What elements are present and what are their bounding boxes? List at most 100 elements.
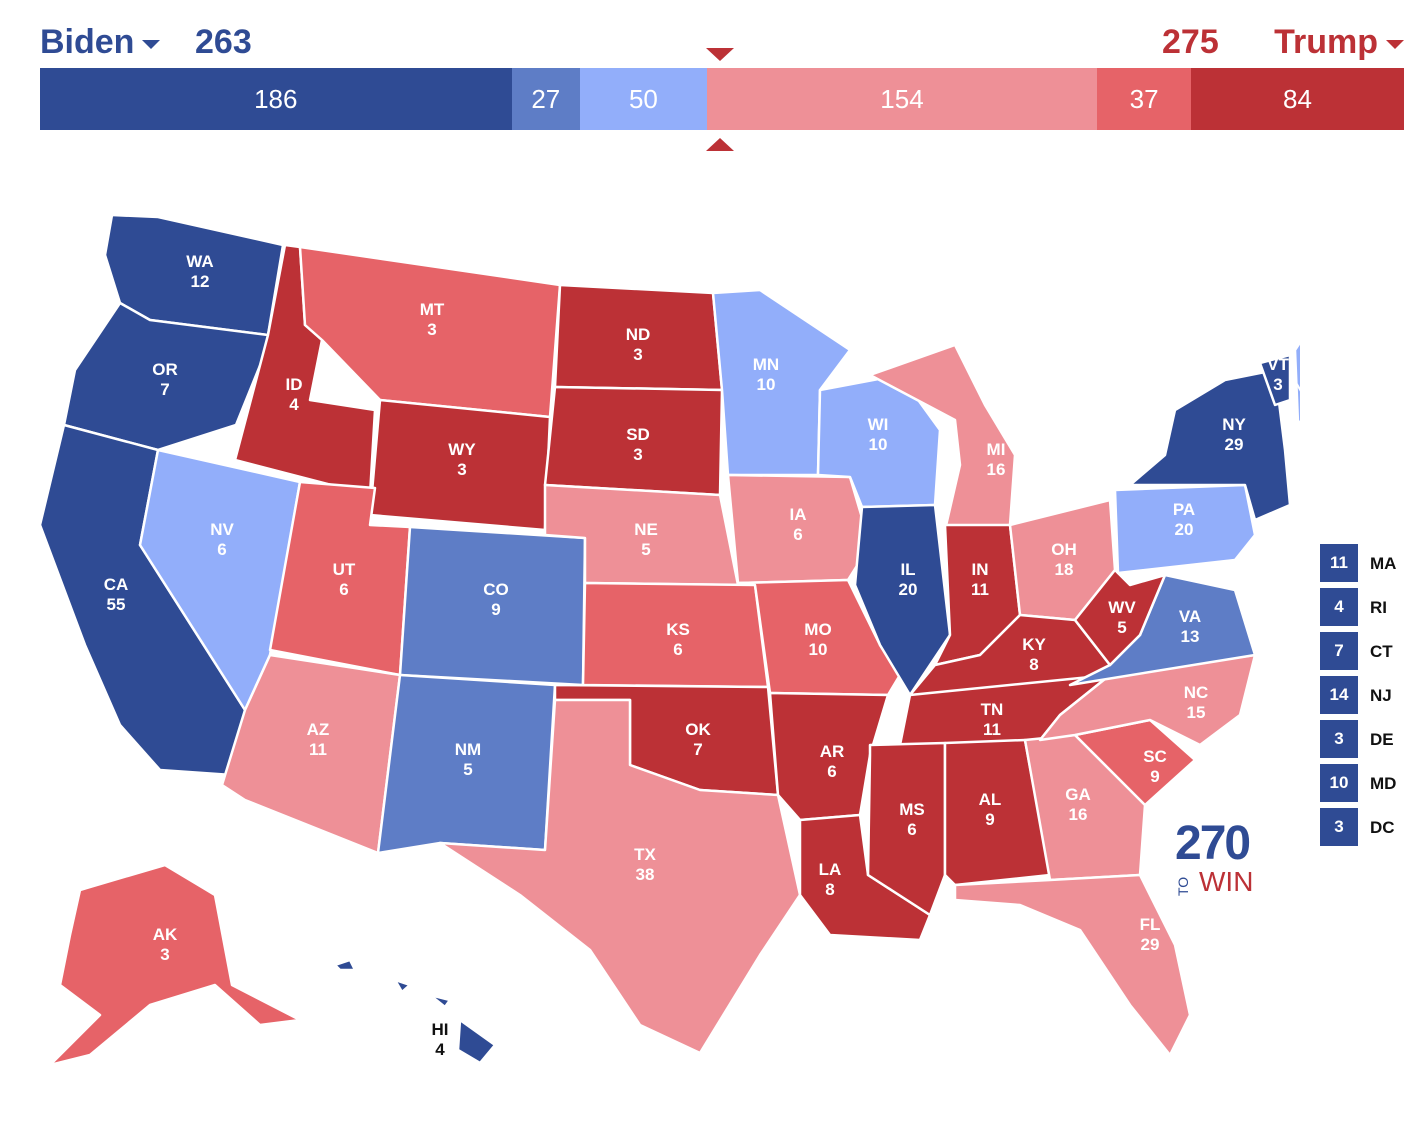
state-ev-fl: 29 — [1141, 935, 1160, 954]
trump-candidate-dropdown[interactable]: Trump — [1274, 20, 1404, 64]
state-ev-ky: 8 — [1029, 655, 1038, 674]
state-label-hi: HI — [432, 1020, 449, 1039]
state-label-va: VA — [1179, 607, 1201, 626]
state-fl[interactable] — [953, 873, 1192, 1057]
state-label-wa: WA — [186, 252, 213, 271]
state-mo[interactable] — [736, 578, 902, 697]
state-ev-ia: 6 — [793, 525, 802, 544]
legend-ev-box: 10 — [1320, 764, 1358, 802]
legend-row-ri[interactable]: 4 RI — [1318, 586, 1418, 630]
small-states-legend: 11 MA 4 RI 7 CT 14 NJ 3 DE 10 MD 3 DC — [1318, 542, 1418, 850]
legend-state-label: DE — [1370, 730, 1394, 749]
state-nh[interactable] — [1293, 335, 1300, 425]
state-label-tx: TX — [634, 845, 656, 864]
trump-name: Trump — [1274, 23, 1378, 61]
legend-row-dc[interactable]: 3 DC — [1318, 806, 1418, 850]
state-hi[interactable] — [333, 958, 497, 1065]
state-label-wy: WY — [448, 440, 476, 459]
state-ev-mo: 10 — [809, 640, 828, 659]
270-marker-bottom-icon — [706, 138, 734, 151]
state-label-or: OR — [152, 360, 178, 379]
state-label-ar: AR — [820, 742, 845, 761]
logo-270: 270 — [1175, 817, 1251, 870]
state-ev-or: 7 — [160, 380, 169, 399]
state-ev-hi: 4 — [435, 1040, 445, 1059]
state-nc[interactable] — [1038, 653, 1257, 747]
state-label-vt: VT — [1267, 355, 1289, 374]
state-label-mo: MO — [804, 620, 831, 639]
legend-state-label: MA — [1370, 554, 1397, 573]
state-ev-la: 8 — [825, 880, 834, 899]
state-ev-mt: 3 — [427, 320, 436, 339]
state-ev-nv: 6 — [217, 540, 226, 559]
state-ev-ok: 7 — [693, 740, 702, 759]
state-wv[interactable] — [1073, 568, 1167, 667]
bar-segment: 27 — [511, 68, 581, 130]
state-la[interactable] — [798, 813, 932, 942]
state-label-ga: GA — [1065, 785, 1091, 804]
state-label-wi: WI — [868, 415, 889, 434]
legend-ev-box: 3 — [1320, 808, 1358, 846]
state-ny[interactable] — [1128, 368, 1292, 522]
state-ev-wa: 12 — [191, 272, 210, 291]
state-ev-ny: 29 — [1225, 435, 1244, 454]
270towin-logo: 270 TO WIN — [1175, 820, 1265, 900]
legend-ev-box: 3 — [1320, 720, 1358, 758]
state-ak[interactable] — [48, 863, 302, 1067]
state-ev-ne: 5 — [641, 540, 650, 559]
270-marker-top-icon — [706, 48, 734, 61]
chevron-down-icon — [142, 39, 161, 49]
state-ev-nm: 5 — [463, 760, 472, 779]
us-electoral-map: WA12OR7CA55NV6ID4MT3WY3UT6AZ11CO9NM5ND3S… — [38, 213, 1300, 1067]
state-label-ms: MS — [899, 800, 925, 819]
logo-to: TO — [1175, 876, 1191, 896]
bar-segment: 84 — [1191, 68, 1404, 130]
state-label-al: AL — [979, 790, 1002, 809]
state-ev-tn: 11 — [983, 720, 1001, 739]
state-label-nm: NM — [455, 740, 481, 759]
state-vt[interactable] — [1258, 353, 1292, 407]
state-al[interactable] — [943, 738, 1052, 887]
state-ev-ca: 55 — [107, 595, 126, 614]
state-ev-wy: 3 — [457, 460, 466, 479]
state-label-ne: NE — [634, 520, 658, 539]
state-ev-az: 11 — [309, 740, 327, 759]
state-label-mi: MI — [987, 440, 1006, 459]
logo-win: WIN — [1199, 866, 1254, 897]
state-ev-ga: 16 — [1069, 805, 1088, 824]
state-ev-sd: 3 — [633, 445, 642, 464]
state-ev-co: 9 — [491, 600, 500, 619]
state-label-fl: FL — [1140, 915, 1161, 934]
legend-state-label: MD — [1370, 774, 1397, 793]
state-label-ny: NY — [1222, 415, 1246, 434]
state-ev-wi: 10 — [869, 435, 888, 454]
state-ev-pa: 20 — [1175, 520, 1194, 539]
state-ev-id: 4 — [289, 395, 299, 414]
state-ev-wv: 5 — [1117, 618, 1126, 637]
state-label-oh: OH — [1051, 540, 1077, 559]
state-ev-ut: 6 — [339, 580, 348, 599]
state-label-ut: UT — [333, 560, 356, 579]
legend-row-ct[interactable]: 7 CT — [1318, 630, 1418, 674]
state-tx[interactable] — [438, 698, 802, 1055]
electoral-vote-bar: 186 27 50 154 37 84 — [40, 68, 1404, 130]
legend-row-md[interactable]: 10 MD — [1318, 762, 1418, 806]
state-label-il: IL — [900, 560, 915, 579]
legend-row-nj[interactable]: 14 NJ — [1318, 674, 1418, 718]
state-label-ky: KY — [1022, 635, 1046, 654]
bar-segment: 186 — [40, 68, 512, 130]
bar-segment: 50 — [580, 68, 707, 130]
state-label-ks: KS — [666, 620, 690, 639]
state-or[interactable] — [62, 301, 270, 452]
biden-candidate-dropdown[interactable]: Biden — [40, 20, 161, 64]
state-label-ok: OK — [685, 720, 711, 739]
state-label-sc: SC — [1143, 747, 1167, 766]
legend-state-label: NJ — [1370, 686, 1392, 705]
state-ev-in: 11 — [971, 580, 989, 599]
legend-row-de[interactable]: 3 DE — [1318, 718, 1418, 762]
legend-row-ma[interactable]: 11 MA — [1318, 542, 1418, 586]
state-ev-mi: 16 — [987, 460, 1006, 479]
bar-segment: 37 — [1097, 68, 1192, 130]
legend-ev-box: 14 — [1320, 676, 1358, 714]
state-label-la: LA — [819, 860, 842, 879]
